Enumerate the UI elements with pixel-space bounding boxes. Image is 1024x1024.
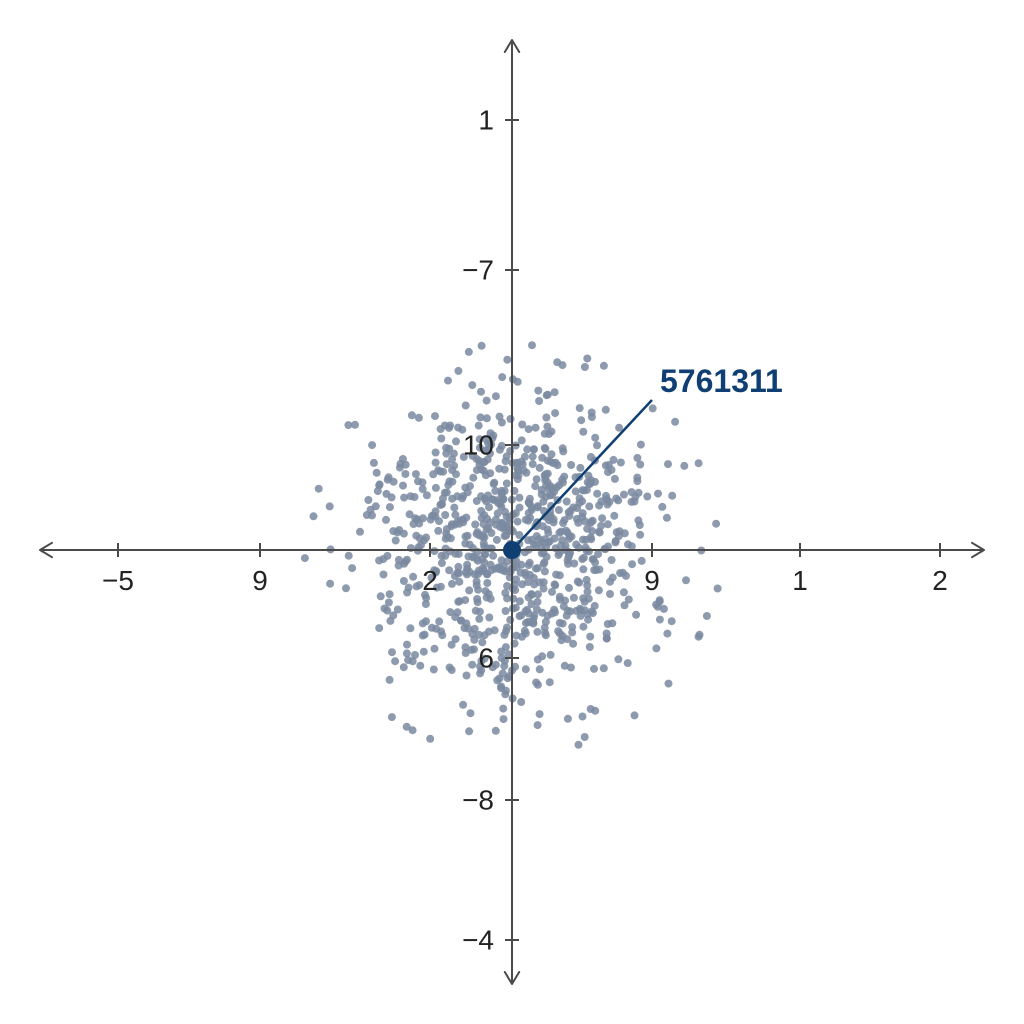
y-tick-label: 10 — [463, 429, 494, 460]
y-tick-label: −4 — [462, 924, 494, 955]
y-tick-label: 6 — [478, 642, 494, 673]
y-tick-label: −7 — [462, 254, 494, 285]
x-tick-label: 9 — [644, 565, 660, 596]
x-tick-label: 1 — [792, 565, 808, 596]
y-tick-label: −8 — [462, 784, 494, 815]
x-tick-label: 2 — [422, 565, 438, 596]
callout-marker — [503, 541, 521, 559]
y-tick-label: 1 — [478, 104, 494, 135]
callout-label: 5761311 — [660, 363, 783, 399]
x-tick-label: 9 — [252, 565, 268, 596]
scatter-chart: −5 9 2 9 1 2 1 −7 10 6 −8 −4 5761311 — [0, 0, 1024, 1024]
x-tick-label: 2 — [932, 565, 948, 596]
x-tick-label: −5 — [102, 565, 134, 596]
chart-svg: −5 9 2 9 1 2 1 −7 10 6 −8 −4 5761311 — [0, 0, 1024, 1024]
